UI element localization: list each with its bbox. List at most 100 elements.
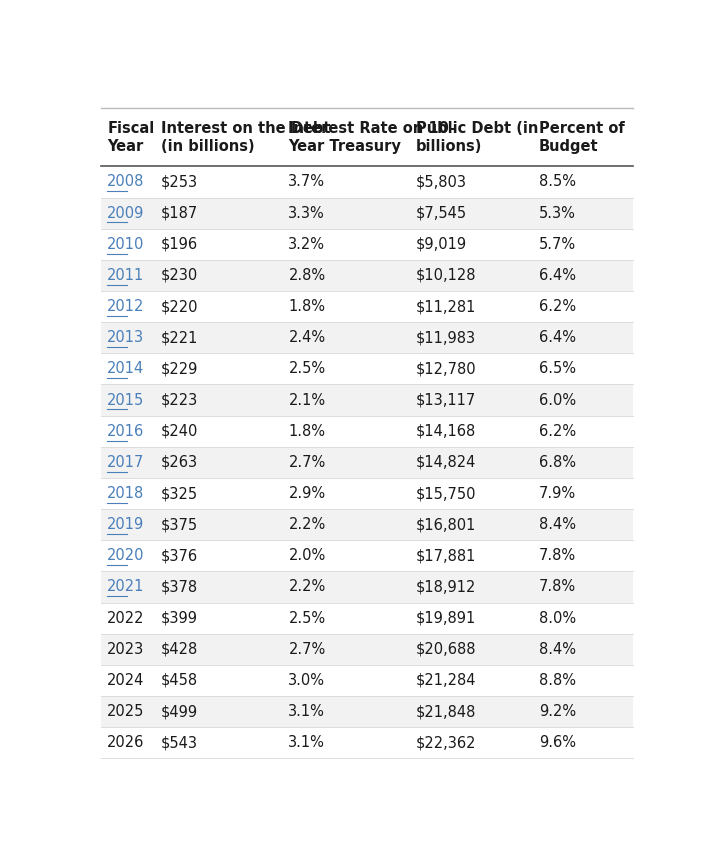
Text: $543: $543 — [160, 735, 198, 750]
Bar — [100, 634, 633, 665]
Text: $17,881: $17,881 — [416, 548, 477, 564]
Text: 2013: 2013 — [107, 330, 145, 345]
Text: 5.7%: 5.7% — [538, 237, 576, 251]
Text: 2024: 2024 — [107, 673, 145, 688]
Bar — [100, 696, 633, 728]
Bar — [100, 602, 633, 634]
Text: 2017: 2017 — [107, 455, 145, 470]
Text: 8.0%: 8.0% — [538, 611, 576, 625]
Bar — [100, 229, 633, 260]
Text: $15,750: $15,750 — [416, 486, 477, 501]
Text: 3.3%: 3.3% — [289, 206, 325, 221]
Text: $13,117: $13,117 — [416, 393, 476, 408]
Bar — [100, 415, 633, 447]
Text: 2020: 2020 — [107, 548, 145, 564]
Text: $7,545: $7,545 — [416, 206, 468, 221]
Text: 2014: 2014 — [107, 361, 145, 377]
Text: 2.5%: 2.5% — [289, 611, 326, 625]
Text: $325: $325 — [160, 486, 198, 501]
Text: $376: $376 — [160, 548, 198, 564]
Text: Public Debt (in
billions): Public Debt (in billions) — [416, 120, 538, 154]
Text: $12,780: $12,780 — [416, 361, 477, 377]
Text: $11,983: $11,983 — [416, 330, 476, 345]
Text: $16,801: $16,801 — [416, 517, 477, 532]
Text: 3.2%: 3.2% — [289, 237, 325, 251]
Text: 2023: 2023 — [107, 642, 145, 656]
Text: 2019: 2019 — [107, 517, 145, 532]
Text: $11,281: $11,281 — [416, 299, 477, 314]
Text: 2009: 2009 — [107, 206, 145, 221]
Bar — [100, 108, 633, 166]
Text: $263: $263 — [160, 455, 198, 470]
Bar — [100, 509, 633, 541]
Text: $187: $187 — [160, 206, 198, 221]
Text: 2021: 2021 — [107, 579, 145, 595]
Text: 2022: 2022 — [107, 611, 145, 625]
Text: 8.4%: 8.4% — [538, 642, 576, 656]
Text: 7.9%: 7.9% — [538, 486, 576, 501]
Text: 9.2%: 9.2% — [538, 704, 576, 719]
Text: 6.5%: 6.5% — [538, 361, 576, 377]
Text: 2.2%: 2.2% — [289, 517, 326, 532]
Text: 6.4%: 6.4% — [538, 330, 576, 345]
Text: 6.4%: 6.4% — [538, 268, 576, 283]
Text: $5,803: $5,803 — [416, 174, 468, 190]
Text: 2011: 2011 — [107, 268, 145, 283]
Text: $458: $458 — [160, 673, 198, 688]
Text: $240: $240 — [160, 424, 198, 438]
Bar — [100, 541, 633, 571]
Text: 2012: 2012 — [107, 299, 145, 314]
Text: 2.8%: 2.8% — [289, 268, 326, 283]
Text: $223: $223 — [160, 393, 198, 408]
Text: 8.4%: 8.4% — [538, 517, 576, 532]
Text: 3.7%: 3.7% — [289, 174, 325, 190]
Text: $18,912: $18,912 — [416, 579, 477, 595]
Text: $196: $196 — [160, 237, 198, 251]
Text: 2.0%: 2.0% — [289, 548, 326, 564]
Bar — [100, 322, 633, 353]
Text: 2018: 2018 — [107, 486, 145, 501]
Bar — [100, 571, 633, 602]
Text: 6.8%: 6.8% — [538, 455, 576, 470]
Text: 2.7%: 2.7% — [289, 642, 326, 656]
Text: $378: $378 — [160, 579, 198, 595]
Bar — [100, 291, 633, 322]
Text: $14,824: $14,824 — [416, 455, 477, 470]
Bar — [100, 447, 633, 478]
Text: $22,362: $22,362 — [416, 735, 477, 750]
Text: $428: $428 — [160, 642, 198, 656]
Bar — [100, 197, 633, 229]
Text: Interest on the Debt
(in billions): Interest on the Debt (in billions) — [160, 120, 330, 154]
Text: 8.5%: 8.5% — [538, 174, 576, 190]
Text: 2025: 2025 — [107, 704, 145, 719]
Text: $9,019: $9,019 — [416, 237, 468, 251]
Text: 6.0%: 6.0% — [538, 393, 576, 408]
Text: 1.8%: 1.8% — [289, 299, 325, 314]
Text: 9.6%: 9.6% — [538, 735, 576, 750]
Text: 2010: 2010 — [107, 237, 145, 251]
Text: 2.9%: 2.9% — [289, 486, 326, 501]
Text: 6.2%: 6.2% — [538, 424, 576, 438]
Text: Percent of
Budget: Percent of Budget — [538, 120, 624, 154]
Text: 2.2%: 2.2% — [289, 579, 326, 595]
Text: $499: $499 — [160, 704, 198, 719]
Text: $229: $229 — [160, 361, 198, 377]
Text: $230: $230 — [160, 268, 198, 283]
Bar — [100, 166, 633, 197]
Text: 6.2%: 6.2% — [538, 299, 576, 314]
Bar — [100, 665, 633, 696]
Text: $19,891: $19,891 — [416, 611, 476, 625]
Text: $221: $221 — [160, 330, 198, 345]
Text: 2008: 2008 — [107, 174, 145, 190]
Text: Interest Rate on 10-
Year Treasury: Interest Rate on 10- Year Treasury — [289, 120, 455, 154]
Text: 3.0%: 3.0% — [289, 673, 325, 688]
Text: 3.1%: 3.1% — [289, 735, 325, 750]
Text: 8.8%: 8.8% — [538, 673, 576, 688]
Bar — [100, 384, 633, 415]
Text: $21,284: $21,284 — [416, 673, 477, 688]
Bar — [100, 353, 633, 384]
Text: 3.1%: 3.1% — [289, 704, 325, 719]
Text: 1.8%: 1.8% — [289, 424, 325, 438]
Text: $21,848: $21,848 — [416, 704, 477, 719]
Text: 2016: 2016 — [107, 424, 145, 438]
